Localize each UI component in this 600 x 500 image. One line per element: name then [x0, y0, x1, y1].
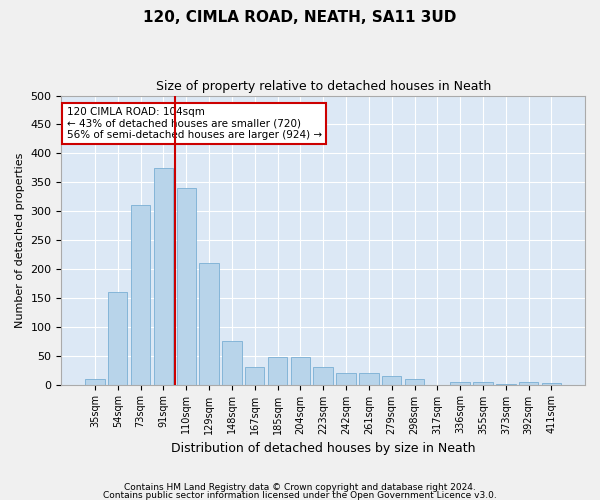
- Text: Contains HM Land Registry data © Crown copyright and database right 2024.: Contains HM Land Registry data © Crown c…: [124, 484, 476, 492]
- Bar: [313, 367, 333, 384]
- Bar: [154, 168, 173, 384]
- Bar: [222, 341, 242, 384]
- Text: 120 CIMLA ROAD: 104sqm
← 43% of detached houses are smaller (720)
56% of semi-de: 120 CIMLA ROAD: 104sqm ← 43% of detached…: [67, 107, 322, 140]
- Bar: [451, 382, 470, 384]
- Y-axis label: Number of detached properties: Number of detached properties: [15, 152, 25, 328]
- Text: Contains public sector information licensed under the Open Government Licence v3: Contains public sector information licen…: [103, 490, 497, 500]
- Bar: [85, 379, 104, 384]
- Text: 120, CIMLA ROAD, NEATH, SA11 3UD: 120, CIMLA ROAD, NEATH, SA11 3UD: [143, 10, 457, 25]
- Bar: [337, 373, 356, 384]
- Bar: [519, 382, 538, 384]
- Bar: [473, 382, 493, 384]
- Bar: [268, 358, 287, 384]
- Bar: [359, 373, 379, 384]
- X-axis label: Distribution of detached houses by size in Neath: Distribution of detached houses by size …: [171, 442, 475, 455]
- Bar: [245, 367, 265, 384]
- Title: Size of property relative to detached houses in Neath: Size of property relative to detached ho…: [155, 80, 491, 93]
- Bar: [131, 206, 150, 384]
- Bar: [405, 379, 424, 384]
- Bar: [382, 376, 401, 384]
- Bar: [176, 188, 196, 384]
- Bar: [199, 263, 219, 384]
- Bar: [290, 358, 310, 384]
- Bar: [108, 292, 127, 384]
